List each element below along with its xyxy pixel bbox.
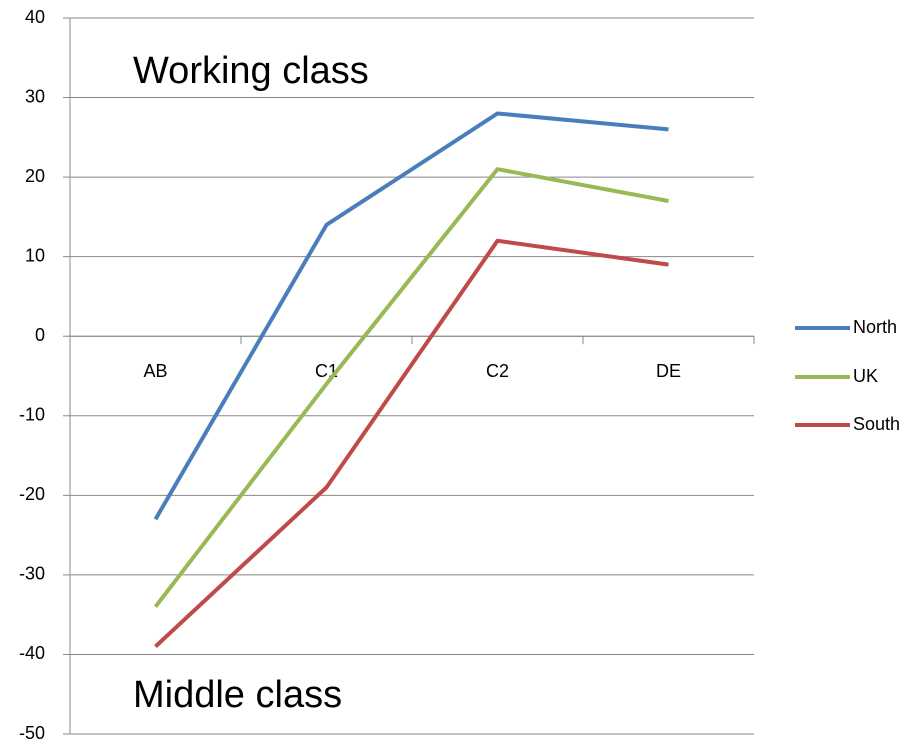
series-line (154, 238, 669, 648)
x-tick-label: AB (143, 361, 167, 381)
series-line (153, 167, 669, 608)
legend-label: South (853, 414, 900, 434)
series-line (153, 111, 669, 521)
annotation: Middle class (133, 674, 342, 716)
x-tick-label: C2 (486, 361, 509, 381)
y-tick-label: -20 (19, 484, 45, 504)
y-tick-label: -30 (19, 564, 45, 584)
y-tick-label: 10 (25, 245, 45, 265)
legend-label: North (853, 317, 897, 337)
y-tick-label: -10 (19, 405, 45, 425)
y-tick-label: -40 (19, 643, 45, 663)
y-tick-label: 20 (25, 166, 45, 186)
annotation: Working class (133, 50, 369, 92)
y-tick-label: -50 (19, 723, 45, 743)
y-tick-label: 30 (25, 86, 45, 106)
y-tick-label: 0 (35, 325, 45, 345)
y-tick-label: 40 (25, 7, 45, 27)
x-tick-label: DE (656, 361, 681, 381)
legend-label: UK (853, 366, 878, 386)
